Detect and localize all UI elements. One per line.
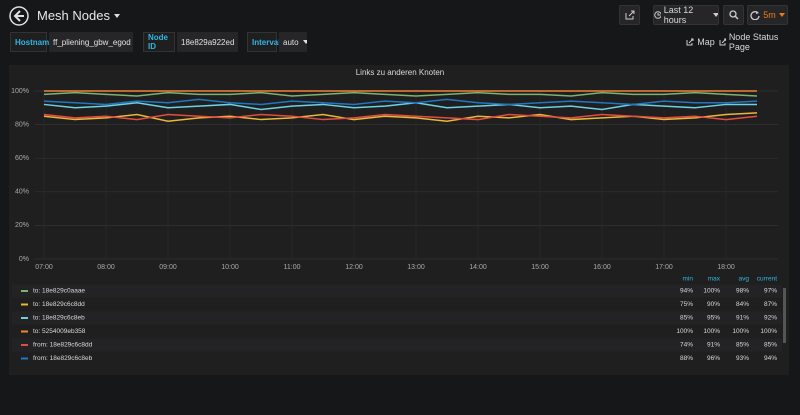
legend-value: 100% — [760, 328, 777, 335]
legend-column-header: avg — [739, 276, 750, 283]
legend-value: 94% — [680, 288, 693, 295]
legend-name: to: 18e829c6c8eb — [33, 315, 85, 322]
legend-value: 96% — [707, 355, 720, 362]
legend-value: 91% — [736, 315, 749, 322]
x-tick-label: 16:00 — [593, 264, 611, 271]
x-tick-label: 17:00 — [655, 264, 673, 271]
x-tick-label: 09:00 — [159, 264, 177, 271]
legend-value: 84% — [736, 301, 749, 308]
scrollbar — [783, 288, 786, 343]
legend-name: to: 5254009eb358 — [33, 328, 86, 335]
legend-value: 90% — [707, 301, 720, 308]
legend-value: 91% — [707, 342, 720, 349]
x-tick-label: 13:00 — [407, 264, 425, 271]
legend-value: 93% — [736, 355, 749, 362]
legend-name: to: 18e829c6c8dd — [33, 301, 85, 308]
panel-title: Links zu anderen Knoten — [356, 68, 445, 77]
y-tick-label: 60% — [15, 155, 29, 162]
y-tick-label: 20% — [15, 222, 29, 229]
legend-value: 100% — [732, 328, 749, 335]
legend-row — [12, 285, 782, 298]
panel-background — [9, 65, 789, 375]
y-tick-label: 100% — [11, 88, 29, 95]
x-tick-label: 08:00 — [97, 264, 115, 271]
legend-value: 85% — [764, 342, 777, 349]
legend-name: to: 18e829c0aaae — [33, 288, 85, 295]
legend-column-header: current — [757, 276, 777, 283]
legend-name: from: 18e829c6c8dd — [33, 342, 93, 349]
x-tick-label: 11:00 — [284, 264, 301, 271]
legend-row — [12, 312, 782, 325]
legend-value: 97% — [764, 288, 777, 295]
y-tick-label: 80% — [15, 121, 29, 128]
legend-column-header: min — [683, 276, 694, 283]
x-tick-label: 18:00 — [717, 264, 735, 271]
legend-value: 92% — [764, 315, 777, 322]
legend-value: 75% — [680, 301, 693, 308]
x-tick-label: 12:00 — [345, 264, 363, 271]
legend-value: 85% — [680, 315, 693, 322]
legend-value: 100% — [703, 328, 720, 335]
legend-value: 88% — [680, 355, 693, 362]
legend-name: from: 18e829c6c8eb — [33, 355, 93, 362]
x-tick-label: 10:00 — [221, 264, 239, 271]
legend-column-header: max — [708, 276, 721, 283]
legend-value: 85% — [736, 342, 749, 349]
legend-value: 100% — [676, 328, 693, 335]
y-tick-label: 40% — [15, 189, 29, 196]
x-tick-label: 14:00 — [469, 264, 487, 271]
legend-value: 100% — [703, 288, 720, 295]
x-tick-label: 15:00 — [531, 264, 549, 271]
legend-row — [12, 339, 782, 352]
legend-value: 87% — [764, 301, 777, 308]
legend-value: 74% — [680, 342, 693, 349]
y-tick-label: 0% — [19, 256, 29, 263]
x-tick-label: 07:00 — [35, 264, 53, 271]
legend-value: 95% — [707, 315, 720, 322]
legend-value: 94% — [764, 355, 777, 362]
legend-value: 98% — [736, 288, 749, 295]
